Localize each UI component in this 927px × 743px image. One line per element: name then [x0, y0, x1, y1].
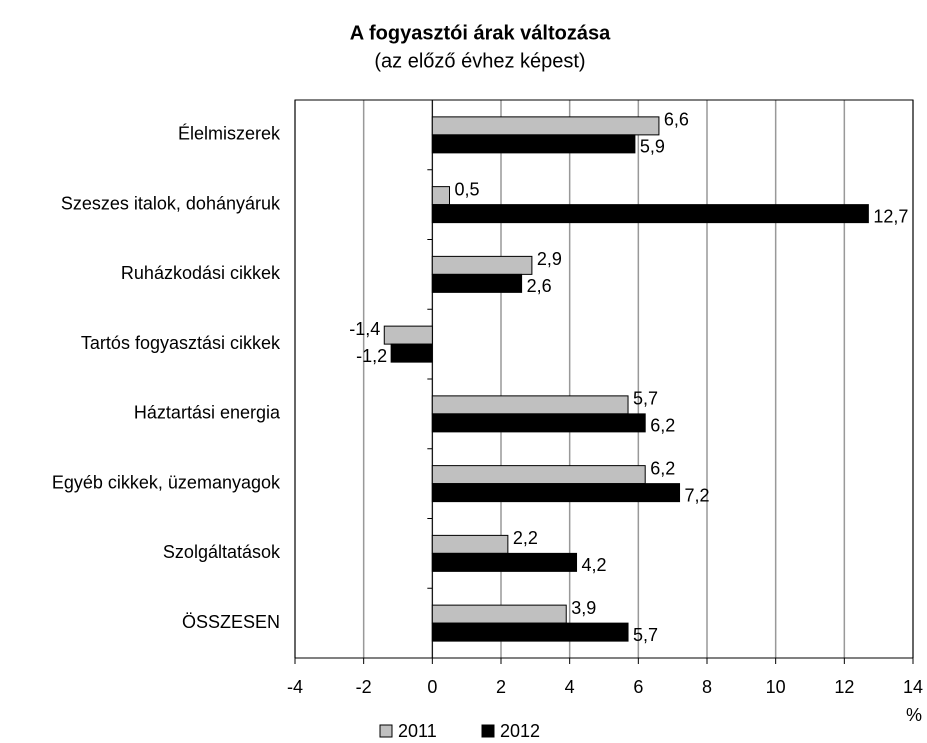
- x-tick-label: 0: [427, 677, 437, 697]
- data-label: 2,2: [513, 528, 538, 548]
- x-tick-label: -4: [287, 677, 303, 697]
- data-label: 2,6: [527, 276, 552, 296]
- data-label: 5,9: [640, 137, 665, 157]
- y-tick-label: Ruházkodási cikkek: [121, 263, 281, 283]
- bar: [431, 395, 629, 415]
- bar: [431, 255, 533, 275]
- x-tick-label: 10: [766, 677, 786, 697]
- y-tick-label: Élelmiszerek: [178, 124, 281, 144]
- data-label: 5,7: [633, 389, 658, 409]
- data-label: 3,9: [571, 598, 596, 618]
- y-tick-label: Háztartási energia: [134, 403, 281, 423]
- y-tick-label: Szeszes italok, dohányáruk: [61, 193, 281, 213]
- bar: [431, 186, 451, 206]
- y-tick-label: Egyéb cikkek, üzemanyagok: [52, 472, 281, 492]
- bar: [431, 483, 681, 503]
- bar: [431, 204, 869, 224]
- data-label: 0,5: [455, 179, 480, 199]
- x-tick-label: 12: [834, 677, 854, 697]
- data-label: -1,4: [349, 319, 380, 339]
- x-tick-label: 2: [496, 677, 506, 697]
- legend-label: 2011: [398, 721, 437, 741]
- legend-swatch: [481, 724, 495, 738]
- chart-title: A fogyasztói árak változása: [350, 22, 611, 44]
- bar: [383, 325, 433, 345]
- bar: [431, 134, 636, 154]
- bar: [431, 413, 646, 433]
- data-label: 6,6: [664, 110, 689, 130]
- data-label: 2,9: [537, 249, 562, 269]
- bar: [431, 552, 578, 572]
- bar: [431, 622, 629, 642]
- data-label: 5,7: [633, 625, 658, 645]
- data-label: 6,2: [650, 458, 675, 478]
- data-label: 6,2: [650, 416, 675, 436]
- chart-subtitle: (az előző évhez képest): [374, 50, 585, 72]
- x-axis-label: %: [906, 705, 922, 725]
- data-label: 7,2: [685, 485, 710, 505]
- y-tick-label: Szolgáltatások: [163, 542, 281, 562]
- legend-swatch: [379, 724, 393, 738]
- bar: [431, 534, 509, 554]
- data-label: 4,2: [582, 555, 607, 575]
- legend-label: 2012: [500, 721, 540, 741]
- x-tick-label: 6: [633, 677, 643, 697]
- x-tick-label: -2: [356, 677, 372, 697]
- bar: [431, 273, 523, 293]
- y-tick-label: ÖSSZESEN: [182, 612, 280, 632]
- bar: [390, 343, 433, 363]
- bar: [431, 604, 567, 624]
- x-tick-label: 14: [903, 677, 923, 697]
- plot-frame: [294, 99, 914, 659]
- bar: [431, 465, 646, 485]
- data-label: -1,2: [356, 346, 387, 366]
- x-tick-label: 8: [702, 677, 712, 697]
- bar: [431, 116, 660, 136]
- data-label: 12,7: [873, 206, 908, 226]
- y-tick-label: Tartós fogyasztási cikkek: [81, 333, 281, 353]
- x-tick-label: 4: [565, 677, 575, 697]
